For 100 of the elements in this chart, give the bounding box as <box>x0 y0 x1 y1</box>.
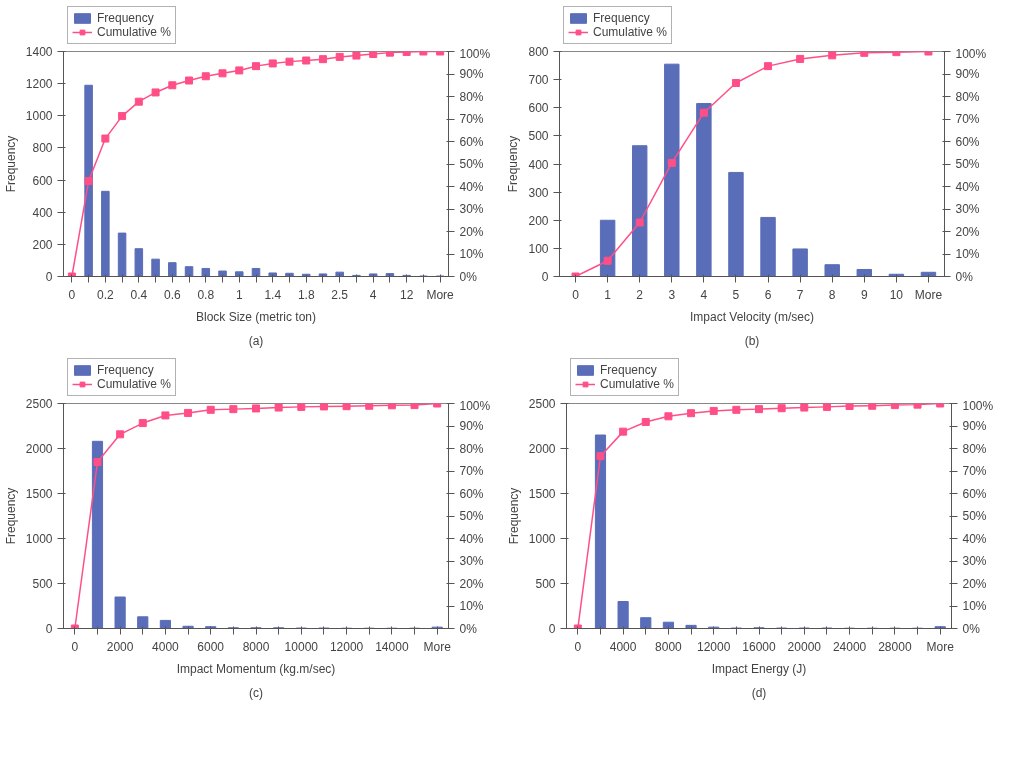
text: (c) <box>249 685 263 700</box>
y-tick-label: 2000 <box>25 442 53 456</box>
y2-tick-label: 50% <box>459 157 484 171</box>
y2-tick-label: 10% <box>955 247 980 261</box>
x-tick-label: 6 <box>764 287 772 302</box>
legend-label: Frequency <box>600 363 657 377</box>
y2-tick-label: 100% <box>459 46 491 61</box>
text: (d) <box>751 685 767 700</box>
y2-tick-label: 20% <box>459 576 484 591</box>
y2-tick-label: 70% <box>459 464 484 478</box>
text: (a) <box>248 333 264 348</box>
y2-tick-label: 60% <box>962 486 987 501</box>
legend-label: Cumulative % <box>97 25 172 39</box>
x-axis-title: Impact Momentum (kg.m/sec) <box>176 661 336 676</box>
y2-tick-label: 70% <box>459 112 484 126</box>
y2-tick-label: 70% <box>962 464 987 478</box>
y-tick-label: 1500 <box>528 487 556 501</box>
y-tick-label: 0 <box>548 622 556 636</box>
y-tick-label: 2500 <box>528 397 556 411</box>
x-tick-label: 7 <box>796 287 804 302</box>
y2-tick-label: 100% <box>955 46 987 61</box>
x-tick-label: 24000 <box>832 639 867 654</box>
x-tick-label: 9 <box>860 287 868 302</box>
y-tick-label: 200 <box>528 213 549 228</box>
y2-tick-label: 0% <box>955 269 974 284</box>
y2-tick-label: 0% <box>962 621 981 636</box>
y2-tick-label: 90% <box>962 419 987 433</box>
y2-tick-label: 30% <box>955 202 980 216</box>
x-tick-label: More <box>926 639 955 654</box>
y2-tick-label: 80% <box>962 441 987 456</box>
y-tick-label: 1000 <box>25 109 53 124</box>
y-axis-title: Frequency <box>506 135 521 193</box>
x-tick-label: 1.8 <box>297 287 315 302</box>
y2-tick-label: 20% <box>459 224 484 239</box>
y-tick-label: 1500 <box>25 487 53 501</box>
x-tick-label: 4 <box>369 287 377 302</box>
x-tick-label: 28000 <box>878 639 912 654</box>
y2-tick-label: 100% <box>962 398 994 413</box>
y2-tick-label: 50% <box>955 157 980 171</box>
y2-tick-label: 0% <box>459 269 478 284</box>
y2-tick-label: 0% <box>459 621 478 636</box>
y2-tick-label: 50% <box>459 509 484 523</box>
x-tick-label: 0.2 <box>97 287 115 302</box>
x-tick-label: 0 <box>572 287 580 302</box>
y-tick-label: 0 <box>541 270 549 284</box>
y-tick-label: 1000 <box>25 532 53 546</box>
x-axis-title: Block Size (metric ton) <box>195 309 317 324</box>
x-tick-label: 5 <box>732 287 740 302</box>
y-axis-title: Frequency <box>506 487 521 545</box>
x-tick-label: 0 <box>574 639 582 654</box>
x-tick-label: 14000 <box>375 639 409 654</box>
x-tick-label: 12000 <box>697 639 731 654</box>
y2-tick-label: 20% <box>962 576 987 591</box>
x-tick-label: 0.8 <box>197 287 215 302</box>
legend-label: Frequency <box>97 363 154 377</box>
y-tick-label: 0 <box>45 270 53 284</box>
legend-label: Frequency <box>593 11 650 25</box>
x-tick-label: More <box>426 287 455 302</box>
y2-tick-label: 70% <box>955 112 980 126</box>
x-tick-label: 4000 <box>609 639 637 654</box>
x-tick-label: 0.4 <box>130 287 148 302</box>
x-tick-label: 2000 <box>106 639 134 654</box>
x-tick-label: 8000 <box>242 639 270 654</box>
y2-tick-label: 10% <box>459 247 484 261</box>
y-tick-label: 100 <box>528 241 549 256</box>
x-tick-label: 3 <box>668 287 676 302</box>
x-axis-title: Impact Velocity (m/sec) <box>689 309 815 324</box>
x-tick-label: 12 <box>399 287 414 302</box>
y2-tick-label: 60% <box>459 486 484 501</box>
y2-tick-label: 40% <box>459 179 484 194</box>
y2-tick-label: 40% <box>962 531 987 546</box>
y-tick-label: 500 <box>535 577 556 591</box>
y2-tick-label: 90% <box>955 67 980 81</box>
x-tick-label: 16000 <box>742 639 777 654</box>
x-tick-label: 20000 <box>787 639 822 654</box>
y-tick-label: 1200 <box>25 77 53 92</box>
y-tick-label: 300 <box>528 185 549 200</box>
y-tick-label: 400 <box>32 205 53 220</box>
y-axis-title: Frequency <box>3 487 18 545</box>
x-tick-label: 2.5 <box>331 287 349 302</box>
y-axis-title: Frequency <box>3 135 18 193</box>
y-tick-label: 800 <box>528 45 549 59</box>
x-tick-label: 1 <box>604 287 612 302</box>
y2-tick-label: 90% <box>459 67 484 81</box>
y-tick-label: 800 <box>32 141 53 156</box>
y2-tick-label: 40% <box>459 531 484 546</box>
y2-tick-label: 30% <box>459 554 484 568</box>
y2-tick-label: 20% <box>955 224 980 239</box>
y-tick-label: 200 <box>32 237 53 252</box>
y-tick-label: 700 <box>528 73 549 88</box>
x-tick-label: 0.6 <box>163 287 181 302</box>
y-tick-label: 1400 <box>25 45 53 59</box>
x-tick-label: 8 <box>828 287 836 302</box>
y2-tick-label: 80% <box>955 89 980 104</box>
y-tick-label: 600 <box>528 101 549 116</box>
legend-label: Cumulative % <box>593 25 668 39</box>
y2-tick-label: 60% <box>955 134 980 149</box>
y2-tick-label: 60% <box>459 134 484 149</box>
y2-tick-label: 40% <box>955 179 980 194</box>
y2-tick-label: 30% <box>962 554 987 568</box>
